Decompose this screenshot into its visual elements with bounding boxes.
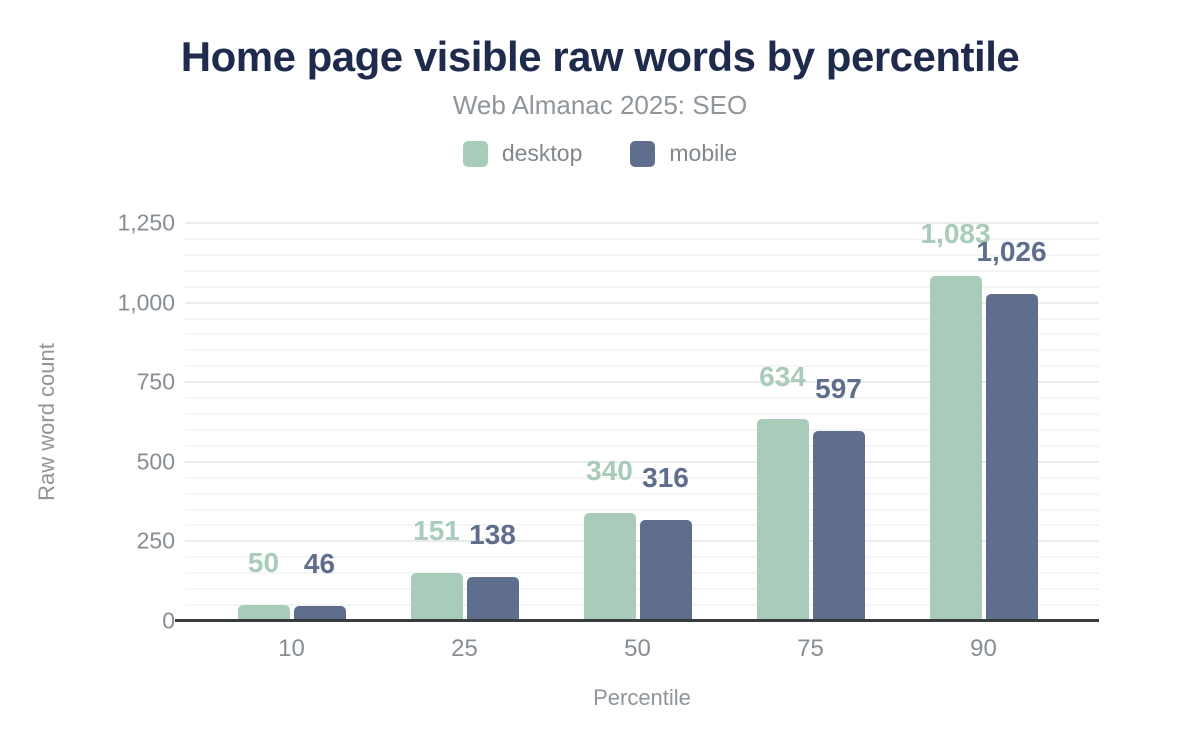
bar-desktop-p50 [583,512,636,621]
minor-gridline [185,349,1099,352]
x-tick-label: 75 [797,635,824,662]
value-label-desktop-p25: 151 [413,514,460,546]
y-tick-label: 1,250 [117,209,175,236]
value-label-mobile-p90: 1,026 [976,236,1047,268]
bar-mobile-p10 [293,606,346,621]
x-tick-label: 25 [451,635,478,662]
bar-mobile-p50 [639,520,692,621]
bar-desktop-p25 [410,572,463,621]
y-tick-label: 0 [162,607,175,634]
value-label-mobile-p50: 316 [642,462,689,494]
value-label-mobile-p25: 138 [469,519,516,551]
minor-gridline [185,444,1099,447]
minor-gridline [185,285,1099,288]
mobile-swatch-icon [630,140,656,167]
value-label-mobile-p10: 46 [303,548,336,580]
minor-gridline [185,269,1099,272]
minor-gridline [185,476,1099,479]
major-gridline [185,381,1099,384]
value-label-desktop-p10: 50 [247,547,280,579]
plot-area: 50 46 151 138 340 316 634 597 1,083 1,026 [185,218,1099,621]
legend-item-desktop: desktop [462,140,583,167]
minor-gridline [185,365,1099,368]
chart-title: Home page visible raw words by percentil… [180,33,1020,80]
y-tick-label: 250 [136,527,175,554]
minor-gridline [185,317,1099,320]
major-gridline [185,460,1099,463]
minor-gridline [185,237,1099,240]
y-tick-label: 750 [136,368,175,395]
desktop-swatch-icon [462,140,488,167]
minor-gridline [185,508,1099,511]
bar-desktop-p10 [237,605,290,621]
legend: desktop mobile [0,140,1200,167]
x-axis-line [175,619,1099,622]
y-axis-title: Raw word count [34,343,59,501]
y-tick-label: 1,000 [117,289,175,316]
value-label-desktop-p90: 1,083 [920,218,991,250]
x-tick-label: 90 [970,635,997,662]
y-tick-label: 500 [136,448,175,475]
x-tick-label: 10 [278,635,305,662]
major-gridline [185,301,1099,304]
minor-gridline [185,253,1099,256]
bar-mobile-p75 [812,430,865,621]
minor-gridline [185,428,1099,431]
bar-desktop-p90 [929,276,982,621]
value-label-desktop-p50: 340 [586,454,633,486]
legend-item-mobile: mobile [630,140,737,167]
bar-desktop-p75 [756,419,809,621]
legend-label-mobile: mobile [669,140,738,166]
value-label-mobile-p75: 597 [815,372,862,404]
minor-gridline [185,333,1099,336]
minor-gridline [185,397,1099,400]
x-tick-label: 50 [624,635,651,662]
x-axis-title: Percentile [593,685,691,710]
minor-gridline [185,492,1099,495]
legend-label-desktop: desktop [501,140,583,166]
chart-subtitle: Web Almanac 2025: SEO [452,90,748,120]
bar-mobile-p90 [985,294,1038,621]
major-gridline [185,222,1099,224]
bar-mobile-p25 [466,577,519,621]
minor-gridline [185,413,1099,416]
value-label-desktop-p75: 634 [759,361,806,393]
